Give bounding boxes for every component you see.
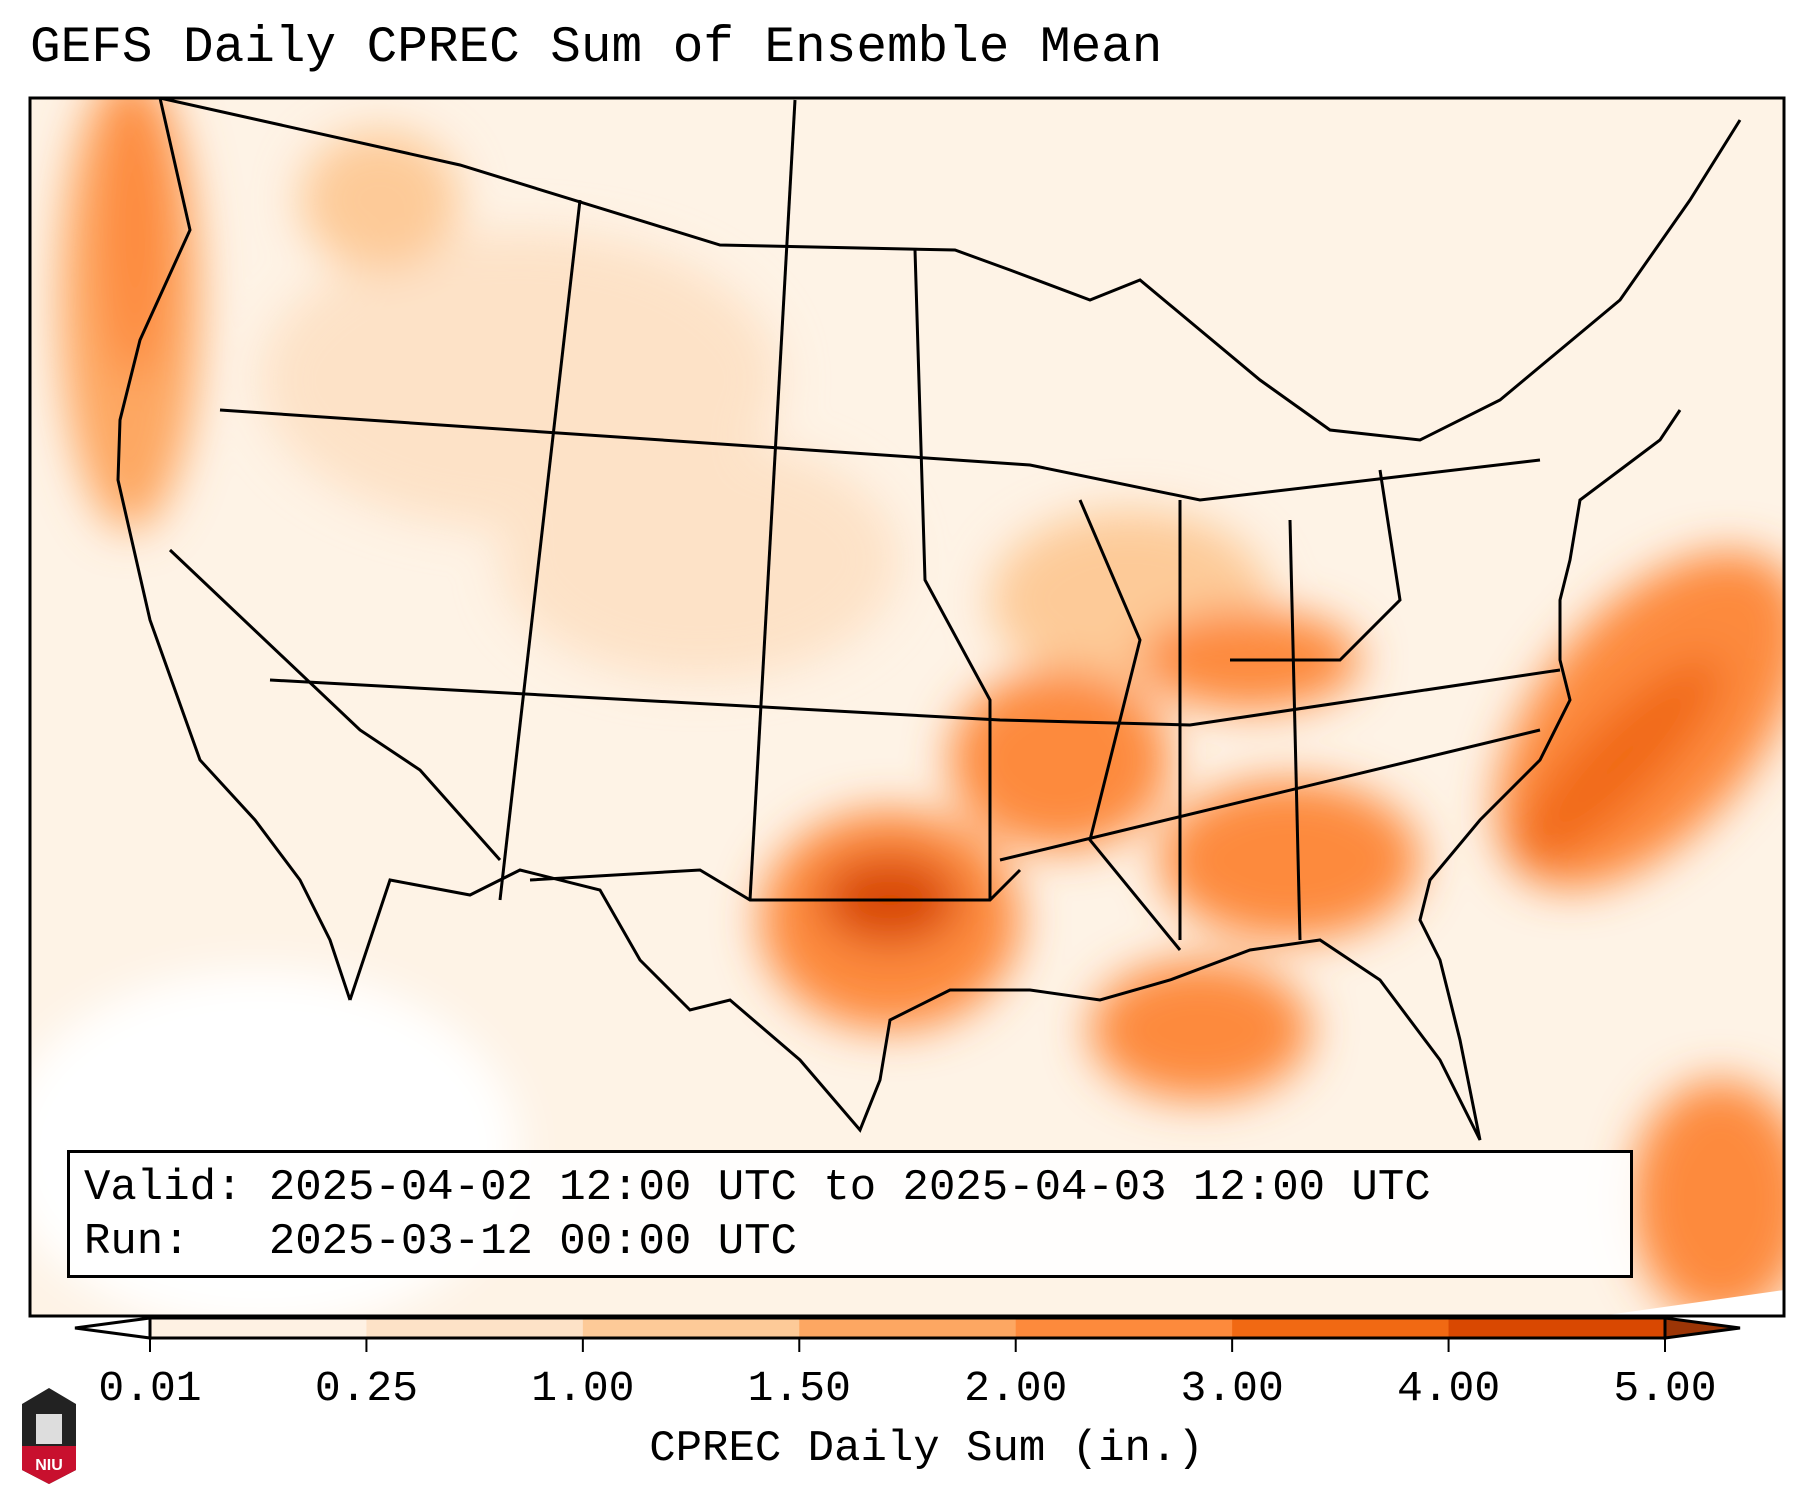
map-frame (28, 96, 1786, 1318)
colorbar-segment (1232, 1318, 1450, 1338)
colorbar-tick-label: 2.00 (964, 1364, 1068, 1413)
colorbar (74, 1316, 1741, 1352)
colorbar-segment (366, 1318, 584, 1338)
colorbar-tick-label: 1.50 (747, 1364, 851, 1413)
colorbar-under-triangle (74, 1316, 152, 1340)
colorbar-segment (799, 1318, 1017, 1338)
colorbar-segment (1448, 1318, 1666, 1338)
valid-label: Valid: (84, 1163, 243, 1213)
valid-value: 2025-04-02 12:00 UTC to 2025-04-03 12:00… (268, 1163, 1431, 1213)
chart-title: GEFS Daily CPREC Sum of Ensemble Mean (30, 20, 1163, 77)
colorbar-over-triangle (1663, 1316, 1741, 1340)
niu-logo: NIU (22, 1388, 76, 1484)
info-box: Valid: 2025-04-02 12:00 UTC to 2025-04-0… (67, 1150, 1633, 1278)
colorbar-tick-label: 3.00 (1180, 1364, 1284, 1413)
colorbar-segment (150, 1318, 367, 1338)
colorbar-tick-label: 1.00 (531, 1364, 635, 1413)
colorbar-tick-label: 0.25 (314, 1364, 419, 1413)
coastlines-borders (116, 98, 1742, 1141)
colorbar-outline (148, 1316, 1667, 1340)
run-value: 2025-03-12 00:00 UTC (268, 1217, 797, 1267)
colorbar-label: CPREC Daily Sum (in.) (649, 1424, 1204, 1474)
colorbar-tick-label: 4.00 (1396, 1364, 1501, 1413)
run-label: Run: (84, 1217, 190, 1267)
colorbar-segment (1015, 1318, 1233, 1338)
colorbar-tick-label: 0.01 (98, 1364, 202, 1413)
colorbar-segment (582, 1318, 800, 1338)
colorbar-tick-label: 5.00 (1613, 1364, 1717, 1413)
logo-text: NIU (35, 1457, 63, 1474)
